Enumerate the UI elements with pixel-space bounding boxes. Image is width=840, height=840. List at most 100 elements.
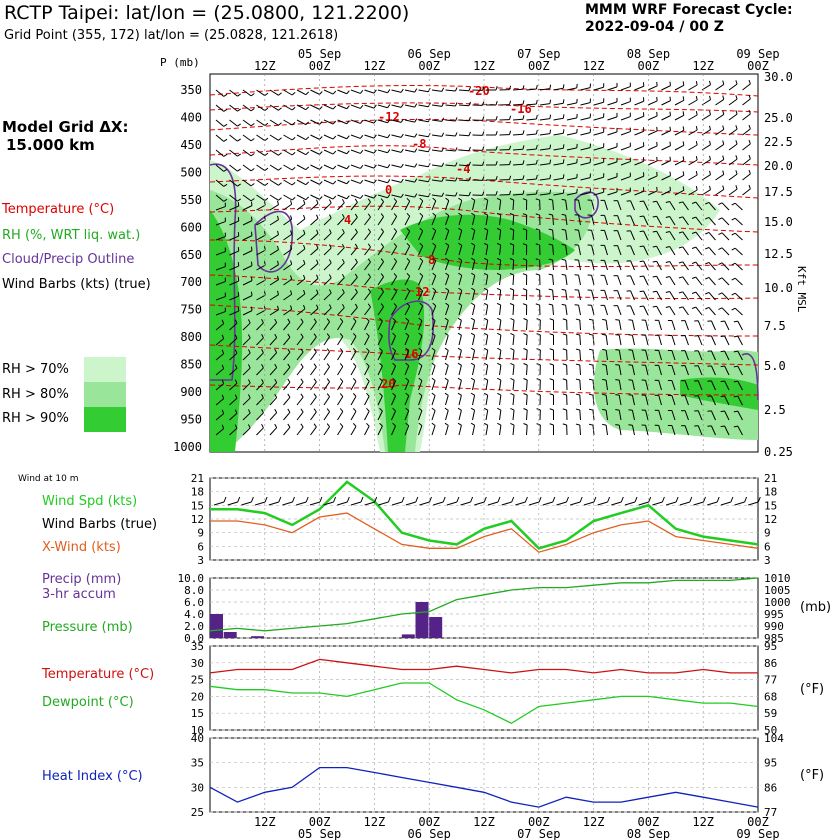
wind-barb bbox=[718, 232, 730, 241]
wind-barb bbox=[561, 288, 568, 301]
wind-barb bbox=[470, 392, 476, 406]
wind-barb bbox=[229, 164, 241, 172]
wind-barb bbox=[337, 363, 344, 376]
wind-barb bbox=[404, 88, 418, 93]
wind-barb bbox=[688, 80, 698, 91]
model-grid-label: Model Grid ΔX: 15.000 km bbox=[2, 118, 129, 154]
wind-barb bbox=[418, 347, 423, 361]
pressure-tick: 850 bbox=[180, 358, 202, 372]
heat-index-line bbox=[209, 766, 759, 808]
wind-barb bbox=[364, 407, 370, 421]
wind-barb bbox=[377, 317, 383, 331]
dewpoint-line bbox=[209, 682, 759, 725]
wind-barb bbox=[731, 262, 743, 271]
wind-barb bbox=[587, 214, 595, 226]
wind-barb bbox=[457, 392, 462, 406]
wind-barb bbox=[607, 187, 618, 196]
wind-barb bbox=[641, 334, 649, 346]
wind-barb bbox=[620, 157, 631, 166]
wind-barb bbox=[350, 258, 358, 271]
wind-barb bbox=[509, 198, 515, 211]
wind-barb bbox=[310, 199, 319, 211]
wind-barb bbox=[497, 392, 502, 406]
wind-barb bbox=[733, 365, 743, 376]
wind-barb bbox=[242, 104, 255, 112]
wind-barb bbox=[242, 194, 255, 202]
wind-barb bbox=[549, 393, 554, 405]
wind-barb bbox=[337, 194, 350, 200]
wind-barb bbox=[229, 277, 240, 286]
wind-barb bbox=[566, 113, 578, 121]
wind-barb bbox=[296, 289, 306, 301]
wind-barb bbox=[654, 424, 662, 436]
wind-barb bbox=[283, 200, 293, 211]
wind-barb bbox=[391, 133, 404, 138]
wind-barb bbox=[431, 302, 437, 316]
wind-barb bbox=[457, 377, 462, 391]
wind-barb bbox=[323, 304, 332, 316]
wind-barb bbox=[539, 99, 552, 106]
wind-barb bbox=[391, 163, 404, 168]
top-time-tick: 00Z bbox=[747, 59, 769, 73]
wind-barb bbox=[665, 216, 676, 226]
wind-barb bbox=[483, 257, 489, 271]
wind-barb bbox=[445, 212, 450, 226]
wind-barb bbox=[626, 305, 635, 316]
wind-barb bbox=[323, 229, 332, 241]
wind-barb bbox=[404, 163, 418, 168]
wind-barb bbox=[483, 332, 489, 346]
wind-barb bbox=[733, 395, 743, 406]
wind-barb bbox=[229, 409, 238, 421]
wind-barb bbox=[310, 393, 317, 406]
wind-barb bbox=[561, 198, 568, 211]
wind-barb bbox=[404, 118, 418, 123]
wind-barb bbox=[445, 192, 458, 197]
wind-barb bbox=[667, 379, 676, 391]
temp-label: 16 bbox=[404, 347, 418, 361]
y-tick: 104 bbox=[764, 732, 784, 745]
wind-barb bbox=[705, 231, 716, 241]
wind-barb bbox=[229, 292, 240, 301]
wind-barb bbox=[688, 155, 698, 166]
legend-barbs: Wind Barbs (kts) (true) bbox=[2, 277, 151, 292]
surface-wind-barb bbox=[350, 496, 364, 506]
y-tick: 12 bbox=[191, 513, 204, 526]
wind-barb bbox=[549, 333, 554, 345]
wind-barb bbox=[418, 317, 423, 331]
wind-barb bbox=[229, 379, 238, 391]
wind-barb bbox=[486, 116, 498, 121]
y-tick: 77 bbox=[764, 674, 777, 687]
cycle-line-1: MMM WRF Forecast Cycle: bbox=[585, 2, 793, 18]
wind-barb bbox=[602, 333, 608, 346]
sounding-wind-barbs bbox=[215, 79, 751, 436]
wind-barb bbox=[731, 217, 743, 226]
wind-barb bbox=[445, 117, 458, 122]
wind-barb bbox=[404, 362, 410, 376]
wind-barb bbox=[620, 82, 631, 91]
wind-barb bbox=[562, 348, 568, 361]
wind-barb bbox=[536, 408, 541, 421]
wind-barb bbox=[444, 317, 449, 331]
wind-barb bbox=[323, 134, 337, 140]
wind-barb bbox=[445, 227, 450, 241]
wind-barb bbox=[431, 377, 436, 391]
wind-barb bbox=[215, 394, 225, 406]
wind-barb bbox=[654, 394, 662, 406]
wind-barb bbox=[337, 213, 345, 226]
wind-barb bbox=[539, 159, 552, 166]
wind-barb bbox=[229, 364, 238, 376]
wind-barb bbox=[654, 319, 662, 331]
wind-barb bbox=[674, 186, 685, 196]
wind-barb bbox=[615, 364, 622, 376]
legend-rh90: RH > 90% bbox=[2, 411, 69, 426]
wind-barb bbox=[707, 425, 716, 436]
wind-barb bbox=[707, 410, 716, 421]
wind-barb bbox=[350, 363, 357, 376]
wind-barb bbox=[377, 149, 391, 154]
wind-barb bbox=[548, 243, 554, 256]
wind-barb bbox=[269, 290, 279, 301]
wind-barb bbox=[310, 134, 323, 140]
wind-barb bbox=[337, 198, 345, 211]
wind-barb bbox=[691, 231, 703, 241]
p-axis-label: P (mb) bbox=[160, 56, 200, 69]
